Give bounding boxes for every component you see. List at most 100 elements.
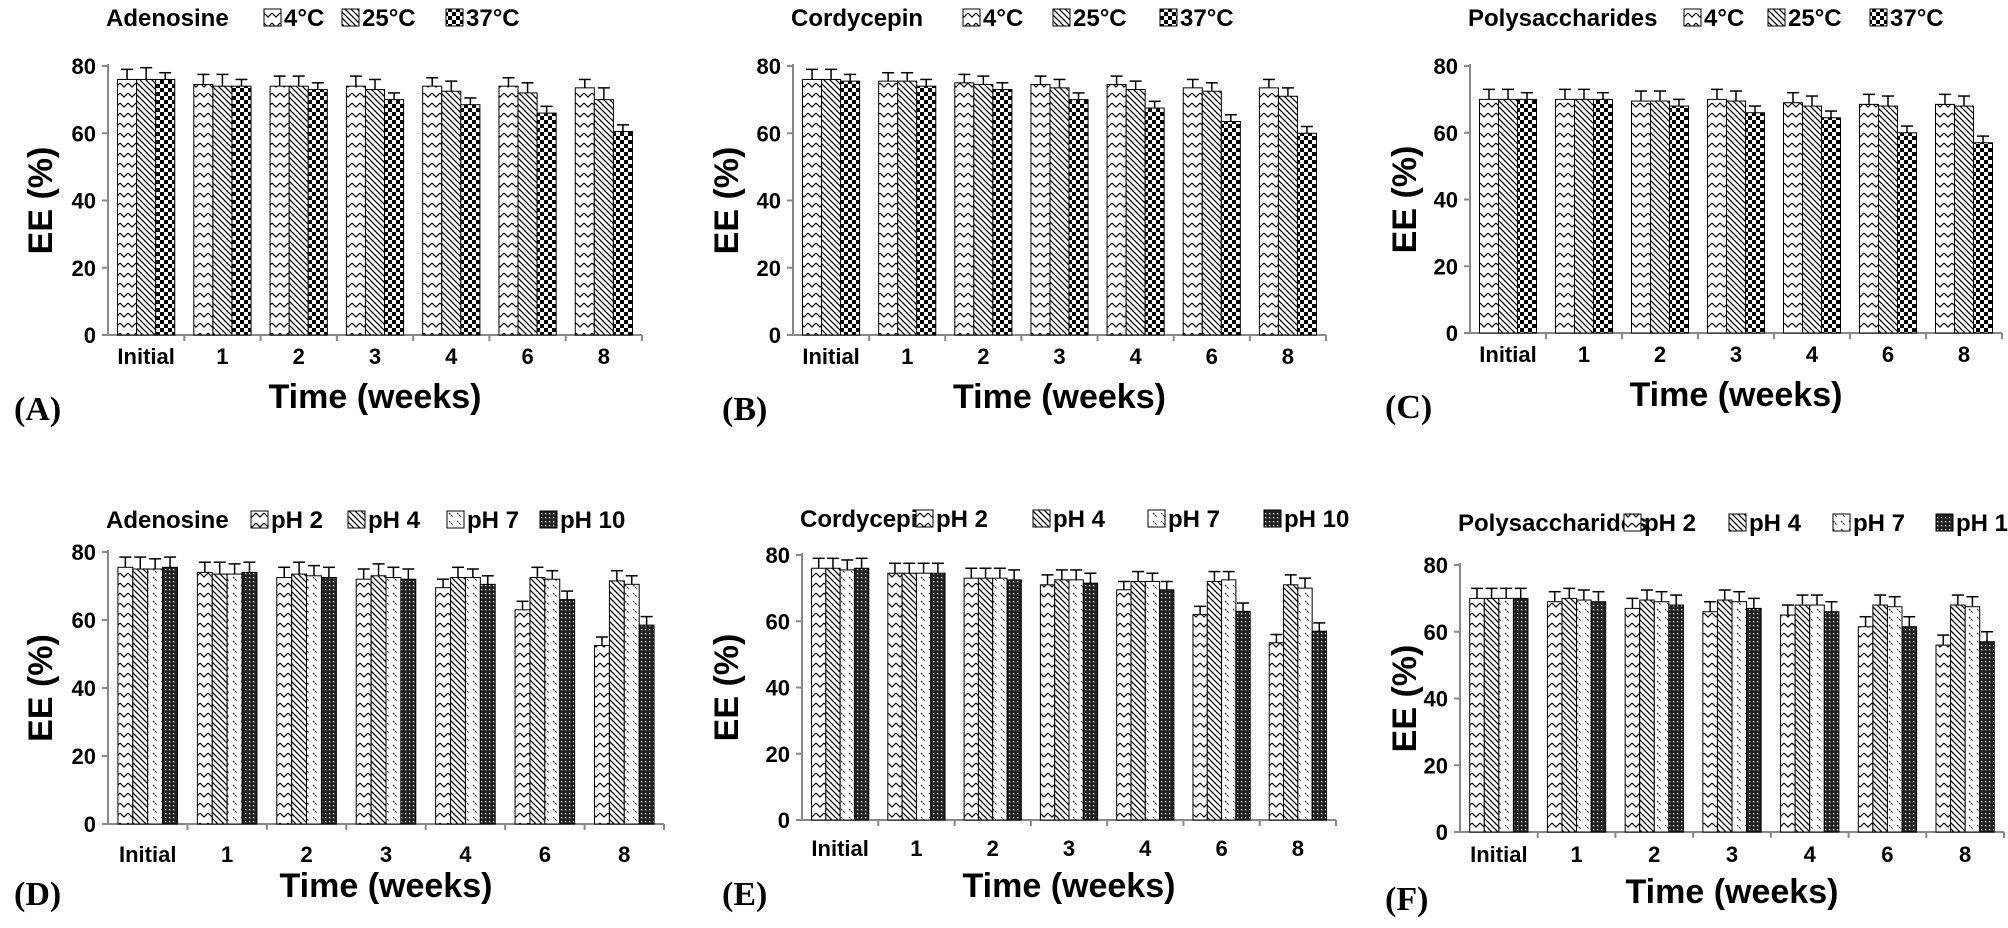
y-tick-label: 20: [72, 256, 96, 281]
legend-label: pH 7: [467, 507, 519, 534]
bar: [517, 92, 538, 336]
bar: [385, 577, 402, 825]
bar: [1669, 105, 1689, 334]
bar: [1068, 579, 1084, 821]
bar: [1954, 105, 1974, 334]
bar: [1746, 607, 1762, 833]
y-tick-label: 60: [72, 608, 96, 633]
bar: [1668, 604, 1684, 833]
legend-label: pH 2: [1644, 510, 1696, 537]
bar: [147, 568, 164, 825]
chart-panel: (D) Adenosine pH 2 pH 4 pH 7 pH 10 0 20 40 60 80 EE…: [14, 507, 665, 913]
bar: [1901, 626, 1918, 833]
y-tick-label: 40: [766, 676, 790, 701]
legend-label: pH 4: [1053, 506, 1106, 533]
x-tick-label: 2: [987, 836, 999, 861]
bar: [1039, 584, 1056, 821]
bar: [1068, 99, 1089, 336]
bar: [307, 89, 328, 336]
x-tick-label: Initial: [117, 344, 174, 369]
legend-label: 25°C: [1073, 5, 1127, 32]
bar: [1780, 614, 1796, 833]
bar: [1576, 599, 1592, 833]
bar: [306, 575, 322, 825]
bar: [529, 577, 546, 825]
chart-panel: (A) Adenosine 4°C 25°C 37°C 0 20 40 60 80 EE (%) In…: [14, 5, 643, 428]
legend-swatch: [347, 510, 366, 529]
x-tick-label: 1: [901, 344, 913, 369]
bar: [514, 609, 531, 825]
x-tick-label: 4: [1804, 842, 1817, 867]
y-tick-label: 0: [769, 323, 781, 348]
x-tick-label: 2: [977, 344, 989, 369]
bar: [594, 645, 610, 825]
legend-swatch: [915, 509, 934, 528]
x-tick-label: 6: [1881, 842, 1893, 867]
y-tick-label: 20: [757, 256, 781, 281]
bar: [1935, 644, 1952, 833]
bar: [1006, 579, 1022, 821]
bar: [1144, 581, 1161, 821]
bar: [1144, 107, 1165, 336]
bar: [1783, 102, 1803, 334]
bar: [1049, 87, 1070, 336]
bar: [269, 85, 290, 336]
bar: [1479, 98, 1499, 334]
bar: [897, 80, 918, 336]
legend-label: 4°C: [1704, 5, 1744, 32]
y-axis-label: EE (%): [22, 147, 60, 255]
bar: [231, 85, 252, 336]
bar: [1650, 100, 1670, 334]
bar: [1483, 597, 1500, 833]
y-axis-label: EE (%): [708, 147, 746, 255]
bar: [1546, 601, 1563, 833]
bar: [162, 566, 179, 825]
bar: [1731, 601, 1748, 833]
bar: [1979, 641, 1995, 833]
bar: [211, 573, 228, 825]
x-tick-label: Initial: [119, 842, 176, 867]
legend-label: pH 7: [1168, 506, 1220, 533]
bar: [1964, 606, 1981, 833]
bar: [1624, 607, 1641, 833]
bar: [901, 572, 917, 821]
y-tick-label: 20: [72, 744, 96, 769]
bar: [1973, 142, 1993, 334]
legend-label: pH 2: [936, 506, 988, 533]
x-tick-label: 6: [521, 344, 533, 369]
x-axis-label: Time (weeks): [280, 867, 493, 905]
legend-swatch: [263, 8, 282, 27]
legend-label: 4°C: [983, 5, 1023, 32]
bar: [1182, 87, 1203, 336]
bar: [479, 583, 496, 825]
bar: [1277, 95, 1298, 336]
y-tick-label: 80: [757, 54, 781, 79]
y-tick-label: 80: [1434, 54, 1458, 79]
x-tick-label: 3: [1730, 342, 1742, 367]
bar: [1268, 642, 1285, 821]
bar: [821, 78, 842, 336]
bar: [441, 90, 462, 336]
bar: [364, 89, 386, 336]
chart-panel: (C) Polysaccharides 4°C 25°C 37°C 0 20 40 60 80 EE…: [1385, 5, 2003, 426]
bar: [802, 78, 823, 336]
bar: [132, 568, 149, 825]
bar: [276, 577, 293, 825]
legend-label: 25°C: [362, 5, 416, 32]
bar: [1821, 117, 1841, 334]
bar: [853, 567, 870, 821]
x-tick-label: 3: [1053, 344, 1065, 369]
chart-title: Polysaccharides: [1468, 5, 1657, 32]
bar: [1517, 98, 1537, 334]
x-tick-label: 6: [539, 842, 551, 867]
x-tick-label: 3: [369, 344, 381, 369]
bar: [212, 85, 233, 336]
bar: [1653, 601, 1670, 833]
x-tick-label: 1: [216, 344, 228, 369]
bar: [1221, 579, 1237, 821]
bar: [1116, 589, 1132, 821]
y-tick-label: 20: [1434, 254, 1458, 279]
legend-label: 37°C: [1180, 5, 1234, 32]
